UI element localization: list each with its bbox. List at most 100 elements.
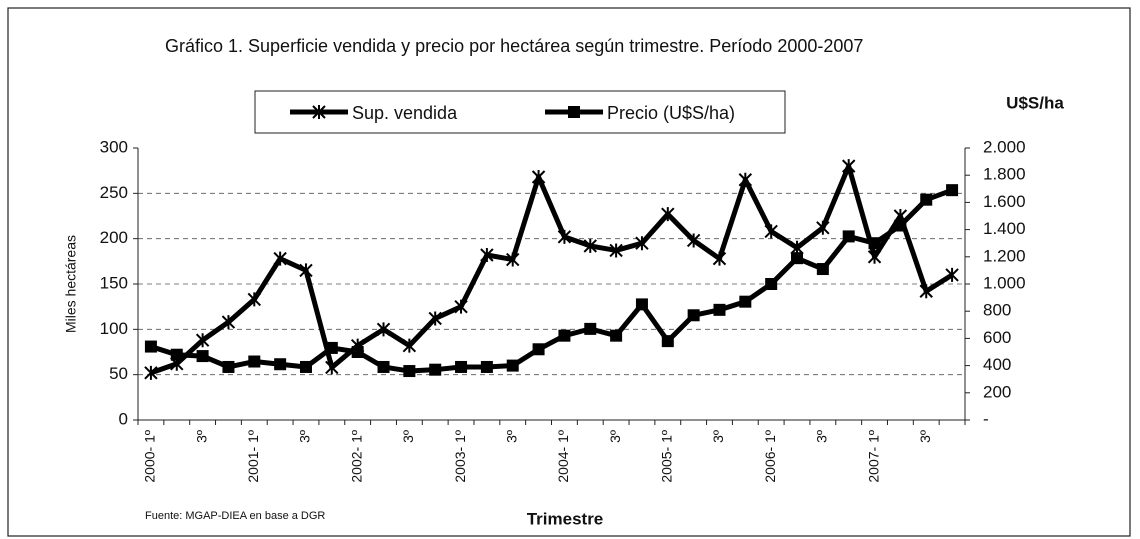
y2-axis-label: U$S/ha: [1006, 93, 1064, 112]
data-point: [945, 267, 959, 282]
data-point: [325, 341, 338, 354]
data-point: [196, 350, 209, 363]
data-point: [661, 207, 675, 222]
data-point: [222, 360, 235, 373]
y-axis-label: Miles hectáreas: [63, 235, 79, 333]
y-tick-label: 150: [100, 273, 128, 292]
data-point: [312, 105, 326, 119]
data-point: [583, 238, 597, 253]
data-point: [376, 322, 391, 337]
data-point: [144, 365, 158, 380]
data-point: [765, 278, 778, 290]
data-point: [299, 263, 313, 278]
frame: [7, 7, 1131, 537]
x-tick-label: 2004- 1º: [555, 430, 571, 483]
data-point: [144, 340, 157, 353]
data-point: [377, 360, 390, 373]
x-tick-label: 2001- 1º: [245, 430, 261, 483]
data-point: [325, 360, 339, 375]
x-tick-label: 2002- 1º: [348, 430, 364, 483]
x-tick-label: 2007- 1º: [865, 430, 881, 483]
data-point: [274, 358, 287, 371]
y2-tick-label: 1.400: [983, 219, 1026, 238]
data-point: [738, 172, 753, 187]
data-point: [842, 230, 855, 243]
data-point: [428, 311, 442, 326]
data-point: [170, 348, 183, 361]
data-point: [506, 359, 519, 372]
data-point: [764, 224, 778, 239]
data-point: [455, 360, 468, 373]
legend-label: Precio (U$S/ha): [607, 103, 735, 123]
series-line: [150, 187, 953, 374]
x-tick-label: 2003- 1º: [452, 430, 468, 483]
data-point: [248, 355, 261, 368]
data-point: [635, 298, 648, 311]
y2-tick-label: 1.200: [983, 246, 1026, 265]
y-tick-label: 200: [100, 228, 128, 247]
y-tick-label: 50: [109, 364, 128, 383]
data-point: [946, 184, 959, 197]
data-point: [531, 170, 546, 185]
data-point: [454, 299, 468, 314]
data-point: [739, 295, 752, 308]
data-point: [273, 251, 287, 266]
y2-tick-label: 2.000: [983, 137, 1026, 156]
y2-tick-label: 200: [983, 382, 1011, 401]
y2-tick-label: 1.000: [983, 273, 1026, 292]
data-point: [791, 252, 804, 265]
data-point: [868, 237, 881, 250]
y2-tick-label: -: [983, 409, 989, 428]
data-point: [402, 338, 417, 353]
data-point: [506, 252, 520, 267]
data-point: [247, 292, 262, 307]
x-tick-label: 3º: [710, 430, 726, 443]
data-point: [557, 229, 572, 244]
source-note: Fuente: MGAP-DIEA en base a DGR: [145, 510, 325, 522]
data-point: [403, 365, 416, 378]
data-point: [816, 263, 829, 276]
data-point: [532, 343, 545, 356]
data-point: [195, 333, 210, 348]
y2-tick-label: 400: [983, 355, 1011, 374]
x-tick-label: 3º: [917, 430, 933, 443]
data-point: [429, 363, 442, 376]
data-point: [558, 329, 571, 342]
data-point: [480, 360, 493, 373]
data-point: [894, 219, 907, 232]
data-point: [920, 193, 933, 206]
data-point: [584, 322, 597, 335]
data-point: [686, 233, 701, 248]
y-tick-label: 300: [100, 137, 128, 156]
data-point: [712, 251, 727, 266]
data-point: [867, 249, 882, 264]
data-point: [480, 247, 494, 262]
x-tick-label: 3º: [503, 430, 519, 443]
y-tick-label: 0: [119, 409, 128, 428]
x-tick-label: 3º: [607, 430, 623, 443]
x-tick-label: 2006- 1º: [762, 430, 778, 483]
x-tick-label: 2000- 1º: [142, 430, 158, 483]
x-tick-label: 3º: [814, 430, 830, 443]
data-point: [635, 236, 649, 251]
y2-tick-label: 600: [983, 328, 1011, 347]
chart-title: Gráfico 1. Superficie vendida y precio p…: [165, 36, 863, 56]
x-axis-label: Trimestre: [527, 509, 604, 528]
x-tick-label: 2005- 1º: [659, 430, 675, 483]
legend-label: Sup. vendida: [352, 103, 458, 123]
data-point: [609, 243, 623, 258]
data-point: [661, 335, 674, 348]
x-tick-label: 3º: [193, 430, 209, 443]
data-point: [713, 303, 726, 316]
y2-tick-label: 1.800: [983, 165, 1026, 184]
x-tick-label: 3º: [400, 430, 416, 443]
data-point: [687, 309, 700, 322]
y2-tick-label: 1.600: [983, 192, 1026, 211]
y-tick-label: 100: [100, 319, 128, 338]
data-point: [568, 106, 580, 118]
data-point: [221, 315, 236, 330]
data-point: [841, 159, 856, 174]
data-point: [816, 220, 830, 235]
data-point: [919, 284, 933, 299]
